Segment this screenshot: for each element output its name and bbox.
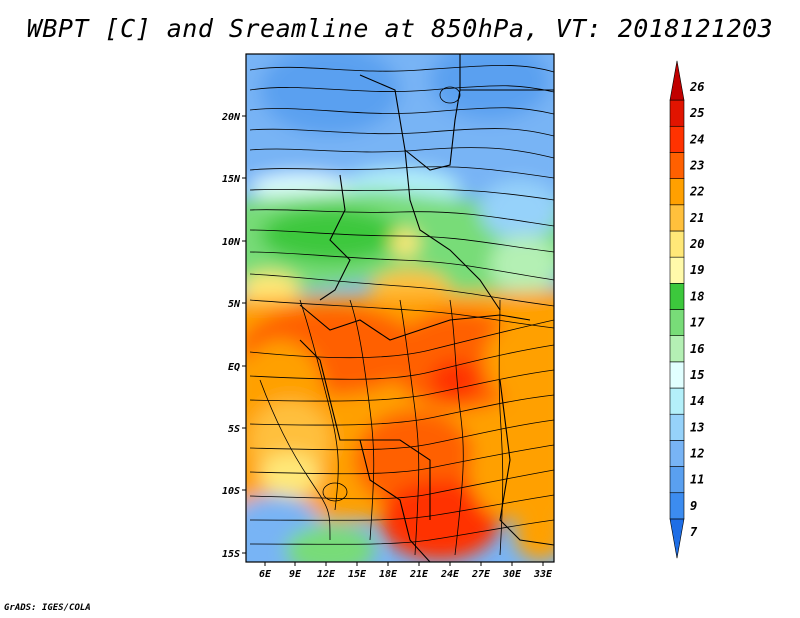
lat-tick-label: 15S	[222, 549, 240, 560]
lon-tick-label: 18E	[379, 569, 398, 580]
lat-tick-label: 15N	[222, 174, 241, 185]
colorbar-segment	[669, 361, 685, 389]
lon-tick-label: 33E	[533, 569, 553, 580]
lon-tick-label: 6E	[259, 569, 272, 580]
colorbar-segment	[669, 387, 685, 415]
colorbar-label: 12	[690, 446, 704, 460]
colorbar-segment	[669, 256, 685, 284]
colorbar-segment	[669, 413, 685, 441]
lat-tick-label: 10N	[222, 237, 241, 248]
lon-tick-label: 21E	[409, 569, 429, 580]
colorbar-label: 23	[689, 159, 704, 173]
colorbar-segment	[669, 60, 685, 101]
map-frame	[245, 53, 555, 563]
colorbar-segment	[669, 309, 685, 336]
colorbar-segment	[669, 152, 685, 179]
map-title: WBPT [C] and Sreamline at 850hPa, VT: 20…	[26, 14, 774, 43]
colorbar-label: 13	[690, 420, 704, 434]
colorbar-segment	[669, 518, 685, 559]
colorbar-label: 9	[690, 499, 697, 513]
lon-tick-label: 9E	[289, 569, 302, 580]
country-borders	[299, 54, 554, 562]
colorbar-label: 11	[690, 473, 704, 487]
lon-tick-label: 12E	[317, 569, 336, 580]
colorbar-segment	[669, 283, 685, 310]
colorbar-label: 24	[689, 132, 704, 146]
colorbar-segment	[669, 125, 685, 153]
colorbar-segment	[669, 99, 685, 127]
lon-tick-label: 24E	[440, 569, 460, 580]
colorbar-label: 7	[690, 525, 698, 539]
lon-tick-label: 15E	[348, 569, 367, 580]
colorbar-label: 14	[690, 394, 704, 408]
colorbar-segment	[669, 466, 685, 494]
lon-tick-label: 27E	[471, 569, 491, 580]
colorbar-label: 19	[690, 263, 704, 277]
lat-tick-label: 20N	[221, 112, 241, 123]
colorbar-label: 20	[689, 237, 704, 251]
colorbar-label: 25	[689, 106, 704, 120]
colorbar-segment	[669, 335, 685, 363]
colorbar: 7 9 11 12 13 14 15 16 17 18 19 20 21 22 23 24 25 26	[669, 60, 705, 559]
colorbar-label: 21	[689, 211, 704, 225]
latitude-axis: 20N 15N 10N 5N EQ 5S 10S 15S	[221, 112, 246, 560]
colorbar-segment	[669, 440, 685, 467]
colorbar-label: 26	[689, 80, 704, 94]
colorbar-segment	[669, 178, 685, 206]
lat-tick-label: 5S	[228, 424, 240, 435]
colorbar-segment	[669, 492, 685, 520]
colorbar-label: 16	[690, 342, 704, 356]
colorbar-label: 18	[690, 289, 704, 303]
colorbar-label: 17	[690, 316, 705, 330]
lat-tick-label: 5N	[228, 299, 241, 310]
lat-tick-label: 10S	[222, 486, 240, 497]
colorbar-label: 15	[690, 368, 704, 382]
lon-tick-label: 30E	[502, 569, 522, 580]
lat-tick-label: EQ	[228, 362, 240, 373]
colorbar-label: 22	[689, 185, 704, 199]
colorbar-segment	[669, 230, 685, 258]
grads-credit: GrADS: IGES/COLA	[4, 603, 91, 613]
colorbar-segment	[669, 204, 685, 232]
longitude-axis: 6E 9E 12E 15E 18E 21E 24E 27E 30E 33E	[259, 562, 553, 580]
